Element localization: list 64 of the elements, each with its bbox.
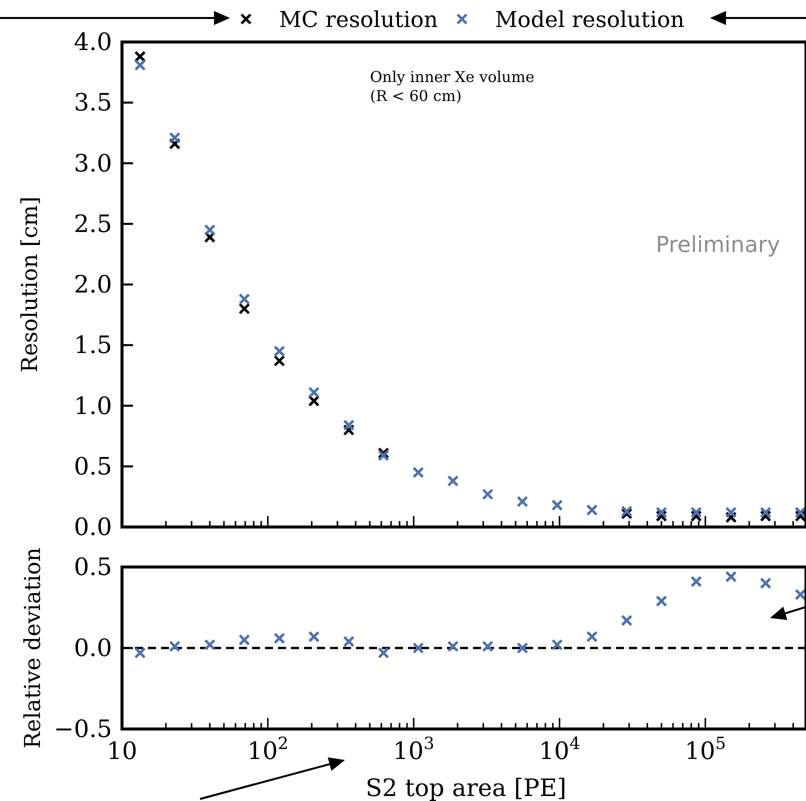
point [274,355,286,367]
x-tick-label: 10$^{5}$ [684,733,726,765]
point [586,630,598,642]
point [656,506,668,518]
point [204,224,216,236]
point [482,488,494,500]
y-tick-label: 2.0 [74,270,112,298]
point [725,506,737,518]
y-axis-title: Resolution [cm] [18,196,43,372]
x-axis-title: S2 top area [PE] [366,774,566,801]
point [516,642,528,654]
y-tick-label: 0.5 [74,452,112,480]
point [760,506,772,518]
y-tick-label: 3.0 [74,149,112,178]
y-tick-label: 2.5 [74,210,112,238]
y-tick-label: 0.5 [74,553,112,581]
legend-label: Model resolution [495,8,684,33]
point [238,293,250,305]
point [482,640,494,652]
y-axis-title: Relative deviation [21,547,46,749]
y-tick-label: 1.0 [74,392,112,420]
point [238,634,250,646]
point [134,647,146,659]
annotation: Only inner Xe volume (R < 60 cm) [370,68,534,105]
point [274,345,286,357]
point [168,640,181,652]
point [274,632,286,644]
point [690,506,702,518]
y-tick-label: 3.5 [74,88,112,117]
point [342,419,355,431]
point [586,504,598,516]
point [620,614,633,626]
x-tick-label: 10$^{2}$ [247,733,288,765]
y-tick-label: 0.0 [74,634,112,662]
point [168,132,181,144]
point [551,499,563,511]
point [308,630,320,642]
legend-label: MC resolution [279,8,438,33]
point [760,577,772,589]
point [725,570,737,583]
y-tick-label: 1.5 [74,331,112,360]
point [308,386,320,398]
point [134,59,146,71]
annotation: Preliminary [656,233,780,258]
point [516,496,528,508]
point [412,642,424,654]
point [447,475,459,487]
point [620,505,633,518]
point [794,506,806,518]
point [551,638,563,651]
point [447,640,459,652]
y-tick-label: 4.0 [74,28,112,56]
point [204,638,216,651]
point [342,636,355,648]
y-tick-label: 0.0 [74,513,112,541]
point [378,450,390,462]
x-tick-label: 10$^{3}$ [393,733,434,765]
point [690,576,702,588]
point [412,466,424,478]
point [656,595,668,607]
point [794,588,806,600]
x-tick-label: 10$^{4}$ [538,733,580,765]
point [378,647,390,659]
point [238,302,250,315]
